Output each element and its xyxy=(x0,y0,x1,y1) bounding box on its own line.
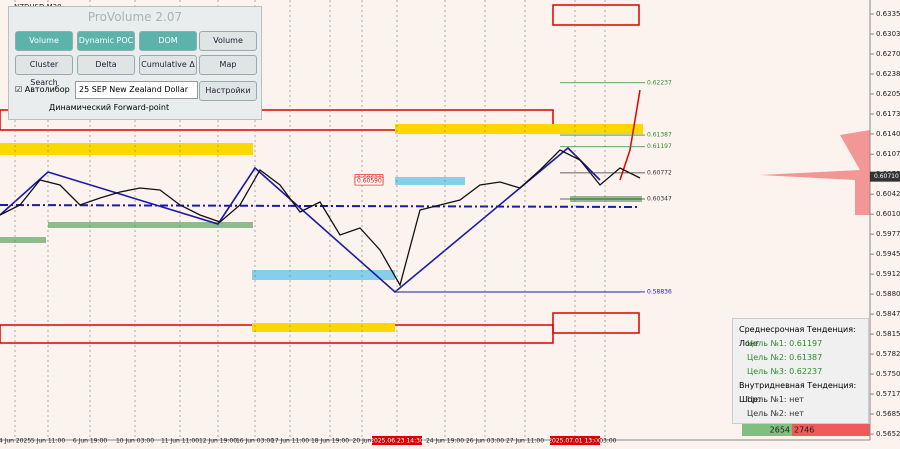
y-tick-label: 0.62705 xyxy=(876,50,900,58)
time-highlight xyxy=(372,436,422,445)
instrument-select[interactable]: 25 SEP New Zealand Dollar xyxy=(75,81,198,99)
target: Цель №1: 0.61197 xyxy=(747,339,823,348)
y-tick-label: 0.63355 xyxy=(876,10,900,18)
level-label: 0.58836 xyxy=(647,288,672,295)
zone xyxy=(0,237,46,243)
y-tick-label: 0.60425 xyxy=(876,190,900,198)
time-label: 3 03:00 xyxy=(593,438,616,445)
price-tag-label: 0.60710 xyxy=(874,173,899,180)
level-label: 0.60347 xyxy=(647,195,672,202)
panel-title: ProVolume 2.07 xyxy=(87,10,183,24)
target: Цель №2: нет xyxy=(747,409,804,418)
time-label: 26 Jun 03:00 xyxy=(466,438,504,445)
zone xyxy=(552,4,640,26)
y-tick-label: 0.59775 xyxy=(876,230,900,238)
sell-count: 2746 xyxy=(794,426,814,435)
time-label: 24 Jun 19:00 xyxy=(426,438,464,445)
auto-label: Автолибор xyxy=(24,85,70,94)
price-line xyxy=(0,149,641,287)
y-tick-label: 0.57175 xyxy=(876,390,900,398)
zone xyxy=(552,312,640,334)
time-label: 2025.07.01 13:00 xyxy=(548,438,602,445)
target: Цель №3: 0.62237 xyxy=(747,367,823,376)
time-label: 4 Jun 2025 xyxy=(0,438,31,445)
time-label: 12 Jun 19:00 xyxy=(199,438,237,445)
time-label: 18 Jun 19:00 xyxy=(311,438,349,445)
zone xyxy=(395,124,643,134)
trend-line xyxy=(0,146,601,294)
y-tick-label: 0.5945 xyxy=(876,250,900,258)
pin xyxy=(354,176,384,186)
channel-line xyxy=(0,204,641,208)
buy-volume xyxy=(742,424,792,436)
y-tick-label: 0.59125 xyxy=(876,270,900,278)
level-label: 0.61387 xyxy=(647,132,672,139)
time-highlight xyxy=(550,436,600,445)
provolume-panel: ProVolume 2.07 Volume Profile Dynamic PO… xyxy=(8,6,262,120)
mid-trend: Среднесрочная Тенденция: Лонг xyxy=(739,325,856,348)
buy-count: 2654 xyxy=(770,426,790,435)
zone xyxy=(252,323,395,332)
level-label: 0.60772 xyxy=(647,169,672,176)
pin-label: 0.60590 xyxy=(357,178,382,185)
button[interactable]: Volume xyxy=(199,31,257,51)
time-label: 20 Jun xyxy=(353,438,372,445)
y-tick-label: 0.61075 xyxy=(876,150,900,158)
time-label: 5 Jun 11:00 xyxy=(31,438,65,445)
level-label: 0.61197 xyxy=(647,143,672,150)
time-label: 2025.06.23 14:30 xyxy=(370,438,424,445)
sell-volume xyxy=(792,424,870,436)
zone xyxy=(48,222,253,228)
target: Цель №1: нет xyxy=(747,395,804,404)
zone xyxy=(0,143,253,155)
time-label: 6 Jun 19:00 xyxy=(73,438,107,445)
button[interactable]: Map xyxy=(199,55,257,75)
y-tick-label: 0.57825 xyxy=(876,350,900,358)
target: Цель №2: 0.61387 xyxy=(747,353,823,362)
trend-info: Среднесрочная Тенденция: Лонг Цель №1: 0… xyxy=(732,318,869,424)
time-label: 10 Jun 03:00 xyxy=(116,438,154,445)
auto-checkbox[interactable]: ☑ Автолибор xyxy=(15,85,70,94)
button[interactable]: DOM xyxy=(139,31,197,51)
zone xyxy=(252,270,395,280)
button[interactable]: Volume Profile xyxy=(15,31,73,63)
y-tick-label: 0.5685 xyxy=(876,410,900,418)
button[interactable]: Dynamic POC xyxy=(77,31,135,51)
forward-label: Динамический Forward-point xyxy=(49,103,170,112)
time-label: 17 Jun 11:00 xyxy=(271,438,309,445)
price-tag xyxy=(870,171,900,182)
intraday-trend: Внутридневная Тенденция: Шорт xyxy=(739,381,857,404)
y-tick-label: 0.56525 xyxy=(876,430,900,438)
button[interactable]: Cluster Search xyxy=(15,55,73,87)
y-tick-label: 0.58475 xyxy=(876,310,900,318)
button[interactable]: Delta xyxy=(77,55,135,75)
zone xyxy=(0,109,554,131)
zone xyxy=(395,177,465,185)
time-label: 27 Jun 11:00 xyxy=(506,438,544,445)
y-tick-label: 0.61405 xyxy=(876,130,900,138)
settings-button[interactable]: Настройки xyxy=(199,81,257,101)
volume-profile xyxy=(760,130,870,215)
time-label: 16 Jun 03:00 xyxy=(236,438,274,445)
y-tick-label: 0.62055 xyxy=(876,90,900,98)
level-label: 0.62237 xyxy=(647,79,672,86)
button[interactable]: Cumulative Δ xyxy=(139,55,197,75)
time-label: 11 Jun 11:00 xyxy=(161,438,199,445)
